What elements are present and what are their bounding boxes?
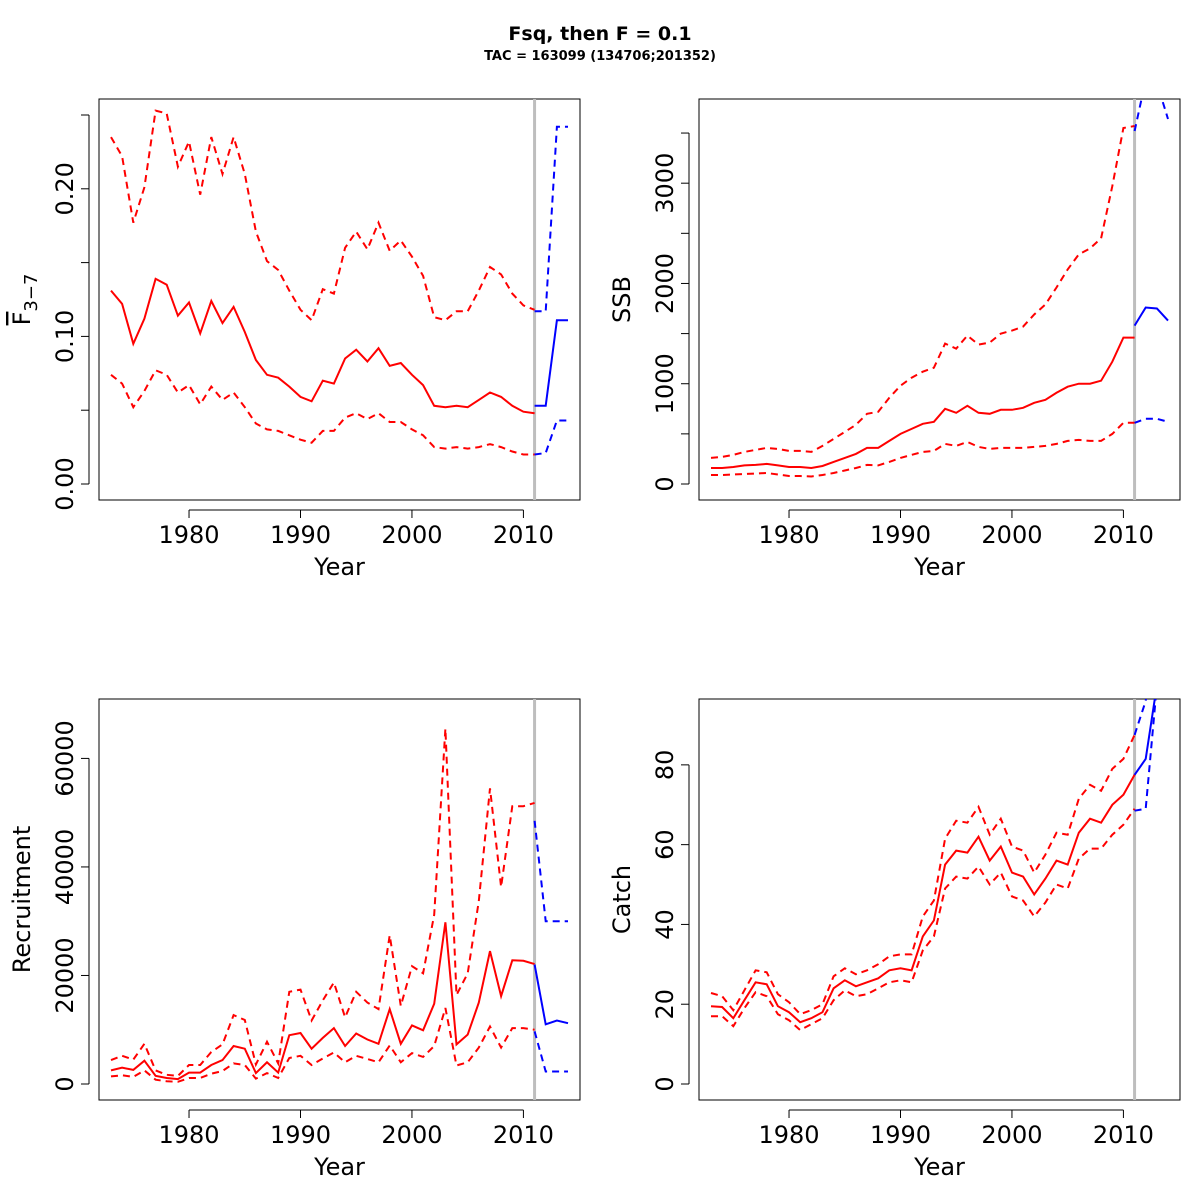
fbar-historic-lower-bound-line — [110, 369, 535, 456]
fbar-forecast-lower-bound-line — [534, 419, 568, 456]
ssb-panel: 1980 1990 2000 2010 0 1000 2000 3000 Year SSB — [608, 98, 1181, 581]
ssb-x-axis-label: Year — [913, 553, 965, 581]
fbar-y-axis-label-subscript: 3−7 — [21, 274, 42, 312]
ssb-data-layer — [710, 99, 1169, 500]
catch-forecast-upper-bound-line — [1133, 699, 1147, 736]
fbar-y-tick-label: 0.20 — [51, 162, 79, 215]
figure-subtitle: TAC = 163099 (134706;201352) — [484, 49, 716, 64]
ssb-x-tick-label: 2000 — [981, 521, 1042, 549]
ssb-forecast-upper-bound-line — [1133, 99, 1169, 132]
recruitment-historic-lower-bound-line — [110, 1007, 535, 1083]
fbar-y-tick-label: 0.00 — [51, 457, 79, 510]
catch-x-tick-label: 1990 — [870, 1121, 931, 1149]
ssb-x-tick-label: 1990 — [870, 521, 931, 549]
fbar-historic-upper-bound-line — [110, 109, 535, 322]
catch-data-layer — [710, 699, 1157, 1100]
recruitment-x-tick-label: 1980 — [158, 1121, 219, 1149]
fbar-y-tick-label: 0.10 — [51, 310, 79, 363]
fbar-x-tick-label: 2010 — [493, 521, 554, 549]
fbar-forecast-estimate-line — [534, 319, 568, 407]
recruitment-x-tick-label: 2000 — [381, 1121, 442, 1149]
catch-x-tick-label: 2000 — [981, 1121, 1042, 1149]
fbar-forecast-upper-bound-line — [534, 125, 568, 313]
recruitment-x-axis-label: Year — [313, 1153, 365, 1181]
catch-y-tick-label: 60 — [651, 829, 679, 860]
fbar-panel: 1980 1990 2000 2010 0.00 0.10 0.20 Year F3−7 — [8, 98, 581, 581]
fbar-x-tick-label: 2000 — [381, 521, 442, 549]
ssb-x-tick-label: 1980 — [758, 521, 819, 549]
ssb-x-tick-label: 2010 — [1093, 521, 1154, 549]
fbar-data-layer — [110, 99, 568, 500]
recruitment-forecast-upper-bound-line — [533, 820, 568, 923]
fbar-y-axis-label-main: F — [8, 312, 36, 326]
fbar-x-tick-label: 1990 — [270, 521, 331, 549]
catch-y-tick-label: 0 — [651, 1076, 679, 1091]
recruitment-y-tick-label: 40000 — [51, 829, 79, 905]
catch-plot-frame — [698, 698, 1181, 1101]
catch-y-tick-label: 40 — [651, 909, 679, 940]
ssb-historic-lower-bound-line — [711, 421, 1135, 478]
recruitment-data-layer — [110, 699, 569, 1100]
ssb-y-tick-label: 1000 — [651, 353, 679, 414]
catch-y-axis-label: Catch — [608, 865, 636, 934]
catch-y-tick-label: 20 — [651, 989, 679, 1020]
ssb-y-tick-label: 2000 — [651, 253, 679, 314]
catch-historic-lower-bound-line — [711, 808, 1136, 1032]
ssb-y-tick-label: 3000 — [651, 153, 679, 214]
recruitment-historic-upper-bound-line — [110, 728, 535, 1077]
ssb-y-tick-label: 0 — [651, 476, 679, 491]
ssb-y-axis-label: SSB — [608, 276, 636, 323]
fbar-historic-estimate-line — [110, 277, 535, 415]
recruitment-y-tick-label: 20000 — [51, 937, 79, 1013]
catch-historic-estimate-line — [710, 774, 1136, 1024]
fbar-y-axis-label: F3−7 — [8, 274, 42, 326]
figure-title: Fsq, then F = 0.1 — [508, 23, 691, 45]
recruitment-x-tick-label: 2010 — [493, 1121, 554, 1149]
recruitment-plot-frame — [98, 698, 581, 1101]
fbar-x-axis-label: Year — [313, 553, 365, 581]
catch-panel: 1980 1990 2000 2010 0 20 40 60 80 Year Catch — [608, 698, 1181, 1181]
catch-x-axis-label: Year — [913, 1153, 965, 1181]
catch-forecast-estimate-line — [1133, 699, 1156, 776]
recruitment-y-tick-label: 60000 — [51, 720, 79, 796]
recruitment-forecast-estimate-line — [533, 964, 569, 1026]
catch-x-tick-label: 2010 — [1093, 1121, 1154, 1149]
recruitment-forecast-lower-bound-line — [533, 1031, 568, 1073]
catch-forecast-lower-bound-line — [1134, 699, 1157, 812]
ssb-historic-upper-bound-line — [710, 125, 1135, 459]
catch-y-tick-label: 80 — [651, 750, 679, 781]
recruitment-y-tick-label: 0 — [51, 1076, 79, 1091]
recruitment-historic-estimate-line — [110, 922, 535, 1081]
recruitment-x-tick-label: 1990 — [270, 1121, 331, 1149]
ssb-historic-estimate-line — [711, 336, 1135, 470]
ssb-forecast-lower-bound-line — [1134, 417, 1169, 424]
ssb-plot-frame — [698, 98, 1181, 501]
recruitment-y-axis-label: Recruitment — [8, 826, 36, 973]
fbar-x-tick-label: 1980 — [158, 521, 219, 549]
catch-x-tick-label: 1980 — [758, 1121, 819, 1149]
fbar-plot-frame — [98, 98, 581, 501]
catch-historic-upper-bound-line — [710, 734, 1136, 1016]
ssb-forecast-estimate-line — [1133, 306, 1169, 327]
recruitment-panel: 1980 1990 2000 2010 0 20000 40000 60000 Year Recr… — [8, 698, 581, 1181]
